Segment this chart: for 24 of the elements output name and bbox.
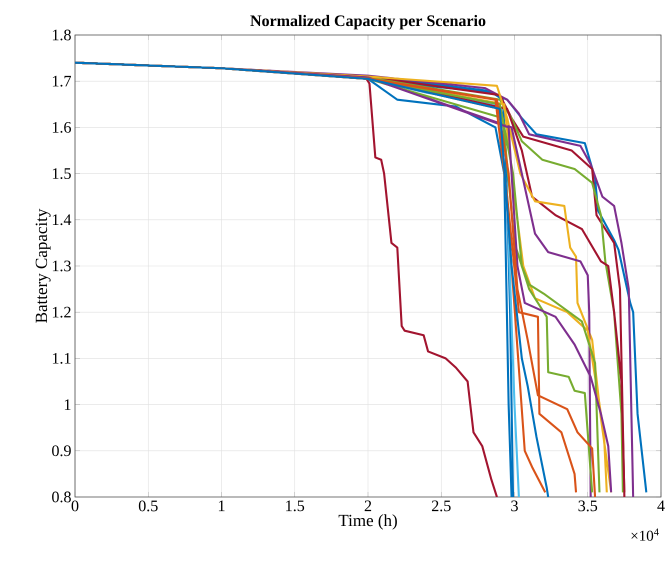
y-tick-label: 1	[64, 399, 71, 410]
x-axis-title: Time (h)	[338, 514, 397, 530]
y-axis-title: Battery Capacity	[36, 208, 51, 323]
chart-title: Normalized Capacity per Scenario	[250, 14, 486, 30]
x-tick-label: 0.5	[138, 500, 158, 512]
y-tick-label: 1.2	[52, 306, 71, 318]
y-tick-label: 0.8	[52, 492, 71, 502]
x-tick-label: 3.5	[578, 500, 598, 512]
y-tick-label: 1.4	[52, 214, 72, 226]
y-tick-label: 0.9	[52, 445, 71, 456]
x-tick-label: 1	[218, 500, 225, 512]
x-tick-label: 2	[364, 500, 372, 512]
x-tick-label: 4	[657, 500, 665, 512]
y-tick-label: 1.6	[52, 122, 71, 133]
x-tick-label: 3	[511, 500, 518, 512]
y-tick-label: 1.5	[52, 168, 71, 179]
x-tick-label: 1.5	[286, 500, 304, 512]
y-tick-label: 1.7	[52, 76, 72, 87]
x-tick-label: 0	[72, 500, 78, 512]
y-tick-label: 1.8	[52, 30, 71, 40]
y-tick-label: 1.3	[52, 260, 71, 272]
x-tick-label: 2.5	[432, 500, 451, 512]
y-tick-label: 1.1	[52, 353, 71, 364]
text: ×10$^{4}$	[631, 528, 659, 541]
